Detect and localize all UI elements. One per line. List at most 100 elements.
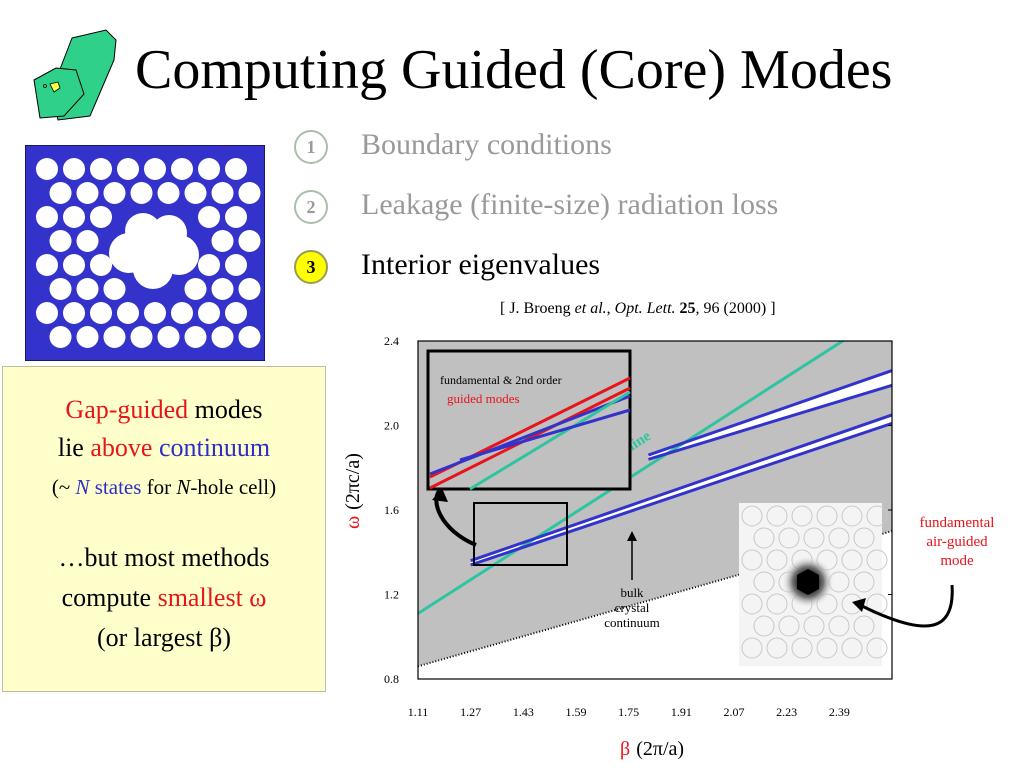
mode-lattice-ring: [766, 637, 788, 659]
air-hole: [198, 206, 220, 228]
continuum-line-1: bulk: [620, 585, 644, 600]
inset-label-1: fundamental & 2nd order: [440, 373, 562, 387]
mode-lattice-ring: [853, 527, 875, 549]
mode-lattice-ring: [753, 527, 775, 549]
compute-text: compute: [61, 583, 158, 612]
y-axis-symbol: ω: [342, 516, 364, 529]
air-hole: [211, 182, 234, 204]
air-hole: [171, 158, 193, 180]
mode-lattice-ring: [778, 527, 800, 549]
air-hole: [184, 326, 207, 348]
note-line-3: (~ N states for N-hole cell): [3, 475, 325, 500]
fiber-logo-icon: [33, 29, 117, 121]
mode-arrow-head: [852, 598, 866, 612]
series-line-3: [647, 383, 892, 461]
air-hole: [130, 326, 153, 348]
air-hole: [225, 254, 247, 276]
air-hole: [76, 182, 99, 204]
gap-guided-text: Gap-guided: [65, 395, 189, 424]
mode-lattice-ring: [753, 571, 775, 593]
air-hole: [76, 278, 99, 300]
zoom-box: [473, 502, 568, 566]
above-text: above: [90, 433, 153, 462]
air-hole: [63, 206, 85, 228]
air-hole: [238, 326, 261, 348]
note-line-2: lie above continuum: [3, 433, 325, 463]
air-hole: [238, 278, 261, 300]
mode-lattice-ring: [841, 637, 863, 659]
mode-lattice-ring: [766, 505, 788, 527]
lie-text: lie: [57, 433, 91, 462]
air-hole: [90, 158, 112, 180]
air-hole: [117, 302, 139, 324]
x-tick-label: 1.59: [566, 705, 587, 719]
air-hole: [238, 182, 261, 204]
x-tick-label: 2.07: [724, 705, 745, 719]
air-hole: [198, 302, 220, 324]
air-hole: [225, 206, 247, 228]
continuum-annotation: bulk crystal continuum: [590, 585, 674, 630]
mode-line-1: fundamental: [919, 515, 995, 531]
air-hole: [103, 182, 126, 204]
x-tick-label: 1.91: [671, 705, 692, 719]
mode-lattice-ring: [778, 615, 800, 637]
continuum-line-3: continuum: [604, 615, 660, 630]
air-hole: [49, 278, 72, 300]
smallest-omega-text: smallest ω: [157, 583, 267, 612]
series-line-4: [647, 369, 892, 457]
y-tick-label: 1.2: [384, 588, 399, 602]
mode-lattice-ring: [803, 527, 825, 549]
air-hole: [63, 302, 85, 324]
series-line-2: [470, 413, 892, 563]
mode-lattice-ring: [853, 615, 875, 637]
x-tick-label: 1.75: [618, 705, 639, 719]
mode-lattice-ring: [828, 615, 850, 637]
air-hole: [103, 326, 126, 348]
for-text: for: [141, 475, 177, 499]
air-hole: [225, 302, 247, 324]
air-hole: [211, 278, 234, 300]
continuum-text: continuum: [152, 433, 271, 462]
x-tick-label: 1.11: [408, 705, 429, 719]
mode-lattice-ring: [816, 637, 838, 659]
mode-lattice-ring: [866, 505, 888, 527]
mode-lattice-ring: [741, 549, 763, 571]
air-hole: [157, 326, 180, 348]
note-line-5: compute smallest ω: [3, 583, 325, 613]
citation-journal: Opt. Lett.: [614, 300, 676, 317]
step-3-badge: 3: [294, 250, 328, 284]
citation-pages: , 96 (2000) ]: [695, 300, 776, 317]
mode-line-3: mode: [940, 553, 974, 569]
x-axis-symbol: β: [620, 738, 630, 760]
continuum-edge-line: [418, 530, 892, 668]
series-line-0: [418, 341, 846, 615]
air-hole: [144, 158, 166, 180]
air-hole: [103, 278, 126, 300]
air-hole: [36, 254, 58, 276]
y-axis-label: ω (2πc/a): [342, 453, 364, 529]
x-tick-label: 1.43: [513, 705, 534, 719]
air-hole: [49, 230, 72, 252]
mode-lattice-ring: [841, 549, 863, 571]
inset-blue-line: [429, 394, 631, 476]
mode-lattice-ring: [753, 615, 775, 637]
air-hole: [36, 158, 58, 180]
air-hole: [76, 326, 99, 348]
zoom-arrow-head: [432, 488, 448, 502]
mode-lattice-ring: [828, 527, 850, 549]
air-hole: [198, 254, 220, 276]
air-hole: [63, 158, 85, 180]
step-1-badge: 1: [294, 130, 328, 164]
inset-label-2: guided modes: [447, 391, 520, 406]
citation-sep: ,: [606, 300, 615, 317]
mode-lattice-ring: [866, 549, 888, 571]
air-hole: [211, 326, 234, 348]
mode-lattice-ring: [791, 637, 813, 659]
air-hole: [238, 230, 261, 252]
series-line-1: [470, 421, 892, 567]
air-hole: [144, 302, 166, 324]
y-tick-label: 0.8: [384, 672, 399, 686]
y-tick-label: 2.0: [384, 419, 399, 433]
citation-etal: et al.: [574, 300, 607, 317]
